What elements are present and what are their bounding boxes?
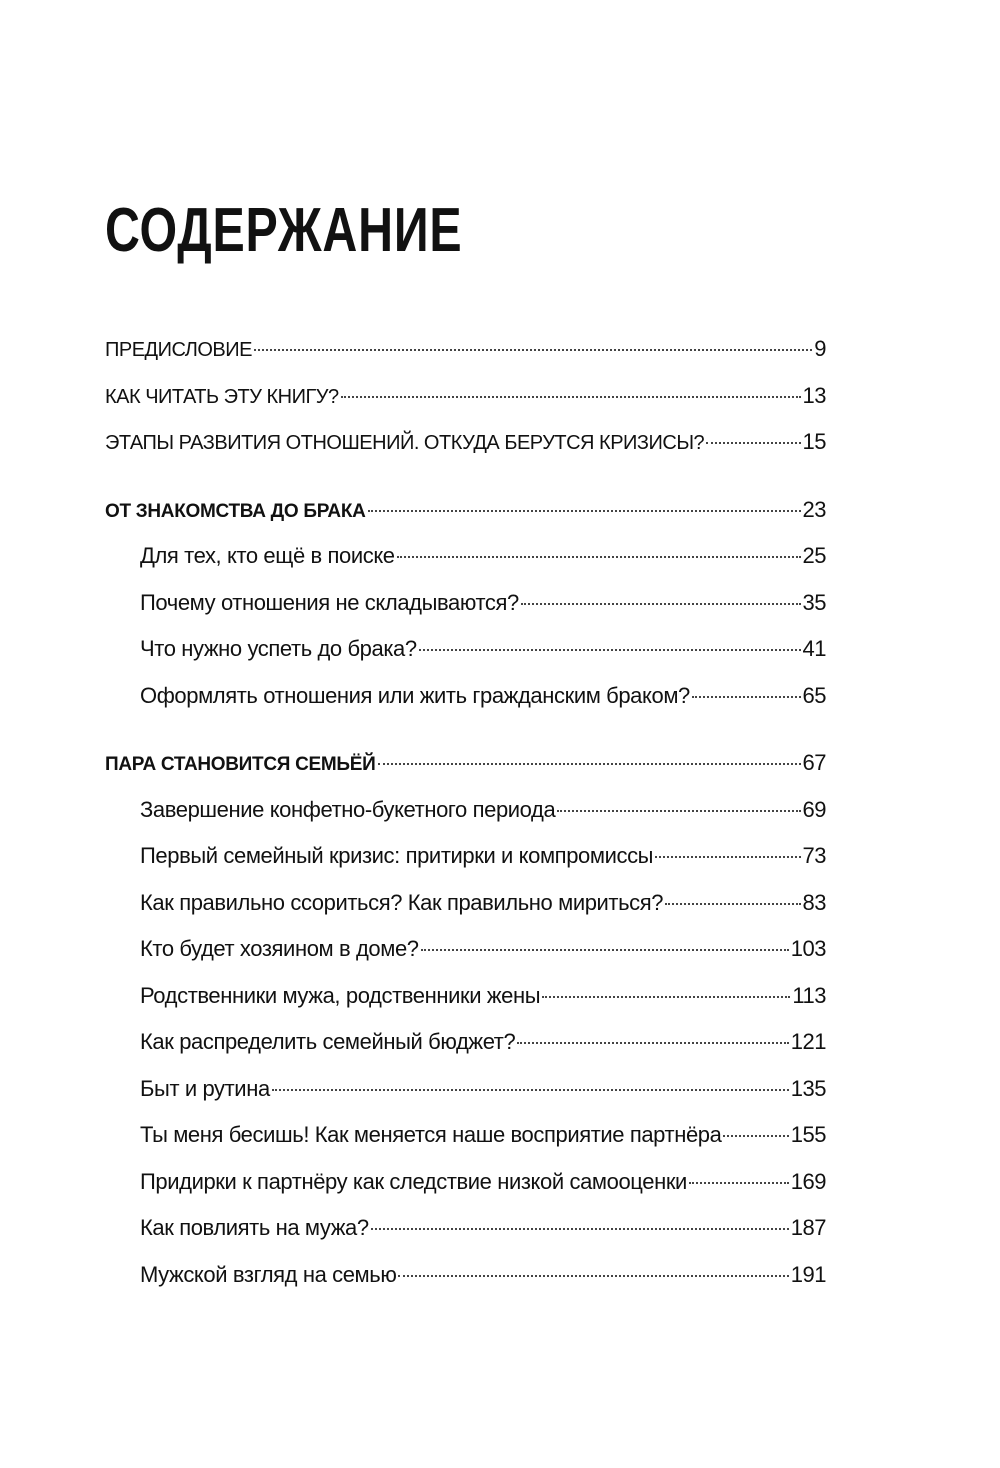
toc-entry[interactable]: КАК ЧИТАТЬ ЭТУ КНИГУ? 13 — [105, 381, 827, 428]
dot-leader — [367, 509, 801, 512]
dot-leader — [520, 602, 801, 605]
dot-leader — [418, 649, 801, 651]
page-number: 9 — [814, 336, 826, 361]
entry-title: ОТ ЗНАКОМСТВА ДО БРАКА — [105, 500, 366, 522]
page-number: 25 — [802, 543, 827, 568]
entry-title: Кто будет хозяином в доме? — [140, 936, 419, 961]
entry-title: Завершение конфетно-букетного периода — [140, 796, 556, 822]
toc-entry[interactable]: Придирки к партнёру как следствие низкой… — [105, 1167, 827, 1214]
page-number: 41 — [802, 636, 827, 661]
entry-title: ЭТАПЫ РАЗВИТИЯ ОТНОШЕНИЙ. ОТКУДА БЕРУТСЯ… — [105, 432, 705, 454]
page-number: 35 — [802, 589, 827, 615]
entry-title: Ты меня бесишь! Как меняется наше воспри… — [140, 1122, 722, 1147]
page-number: 13 — [802, 382, 827, 408]
entry-title: Как распределить семейный бюджет? — [140, 1029, 516, 1054]
toc-entry[interactable]: Как повлиять на мужа? 187 — [105, 1213, 827, 1260]
dot-leader — [691, 695, 801, 698]
dot-leader — [396, 556, 801, 558]
entry-title: Для тех, кто ещё в поиске — [140, 543, 395, 568]
page-number: 73 — [802, 843, 827, 868]
entry-title: КАК ЧИТАТЬ ЭТУ КНИГУ? — [105, 385, 339, 408]
page-number: 135 — [790, 1075, 827, 1101]
page-number: 187 — [790, 1215, 827, 1240]
page-number: 69 — [802, 796, 827, 822]
dot-leader — [557, 809, 801, 812]
page-number: 65 — [802, 682, 827, 708]
entry-title: Как правильно ссориться? Как правильно м… — [140, 889, 664, 915]
toc-entry[interactable]: Первый семейный кризис: притирки и компр… — [105, 841, 827, 888]
dot-leader — [340, 395, 801, 398]
dot-leader — [254, 349, 813, 351]
toc-entry[interactable]: Мужской взгляд на семью 191 — [105, 1260, 827, 1307]
toc-entry[interactable]: Оформлять отношения или жить гражданским… — [105, 681, 827, 728]
page-number: 113 — [792, 982, 826, 1008]
entry-title: ПРЕДИСЛОВИЕ — [105, 339, 253, 361]
toc-entry[interactable]: Что нужно успеть до брака? 41 — [105, 634, 827, 681]
entry-title: Первый семейный кризис: притирки и компр… — [140, 843, 654, 868]
entry-title: Родственники мужа, родственники жены — [140, 982, 541, 1008]
dot-leader — [688, 1181, 789, 1184]
page-number: 103 — [790, 936, 827, 961]
spacer — [105, 474, 826, 495]
dot-leader — [706, 442, 801, 444]
page-number: 155 — [790, 1122, 827, 1147]
entry-title: Быт и рутина — [140, 1075, 270, 1101]
toc-entry[interactable]: Для тех, кто ещё в поиске 25 — [105, 541, 827, 588]
page-number: 191 — [790, 1261, 827, 1287]
page-number: 15 — [802, 429, 827, 454]
toc-entry[interactable]: Родственники мужа, родственники жены 113 — [105, 981, 826, 1028]
entry-title: Как повлиять на мужа? — [140, 1215, 369, 1240]
toc-entry[interactable]: Почему отношения не складываются? 35 — [105, 588, 827, 635]
page-number: 169 — [790, 1168, 827, 1194]
entry-title: Почему отношения не складываются? — [140, 589, 519, 615]
page-number: 83 — [802, 889, 827, 915]
toc-entry[interactable]: Как распределить семейный бюджет? 121 — [105, 1027, 827, 1074]
toc-entry[interactable]: Быт и рутина 135 — [105, 1074, 827, 1121]
dot-leader — [542, 995, 791, 998]
page-number: 67 — [802, 750, 827, 775]
dot-leader — [665, 902, 801, 905]
toc-entry[interactable]: Завершение конфетно-букетного периода 69 — [105, 795, 827, 842]
dot-leader — [370, 1228, 789, 1230]
spacer — [105, 727, 826, 748]
entry-title: Оформлять отношения или жить гражданским… — [140, 682, 690, 708]
entry-title: Что нужно успеть до брака? — [140, 636, 417, 661]
dot-leader — [420, 949, 789, 951]
toc-entry[interactable]: ПРЕДИСЛОВИЕ 9 — [105, 334, 826, 381]
toc-section[interactable]: ОТ ЗНАКОМСТВА ДО БРАКА 23 — [105, 495, 827, 542]
entry-title: ПАРА СТАНОВИТСЯ СЕМЬЁЙ — [105, 754, 376, 775]
toc-entry[interactable]: Как правильно ссориться? Как правильно м… — [105, 888, 827, 935]
table-of-contents: ПРЕДИСЛОВИЕ 9 КАК ЧИТАТЬ ЭТУ КНИГУ? 13 ЭТАПЫ… — [105, 334, 827, 1307]
page-title: СОДЕРЖАНИЕ — [105, 196, 463, 265]
toc-section[interactable]: ПАРА СТАНОВИТСЯ СЕМЬЁЙ 67 — [105, 748, 827, 795]
entry-title: Придирки к партнёру как следствие низкой… — [140, 1168, 687, 1194]
toc-entry[interactable]: Кто будет хозяином в доме? 103 — [105, 934, 827, 981]
dot-leader — [517, 1042, 789, 1044]
page-number: 121 — [790, 1029, 827, 1054]
toc-entry[interactable]: ЭТАПЫ РАЗВИТИЯ ОТНОШЕНИЙ. ОТКУДА БЕРУТСЯ… — [105, 427, 827, 474]
toc-entry[interactable]: Ты меня бесишь! Как меняется наше воспри… — [105, 1120, 827, 1167]
page-number: 23 — [802, 496, 827, 522]
dot-leader — [398, 1274, 789, 1277]
dot-leader — [271, 1088, 789, 1091]
entry-title: Мужской взгляд на семью — [140, 1261, 397, 1287]
dot-leader — [377, 763, 801, 765]
dot-leader — [723, 1135, 789, 1137]
dot-leader — [655, 856, 801, 858]
